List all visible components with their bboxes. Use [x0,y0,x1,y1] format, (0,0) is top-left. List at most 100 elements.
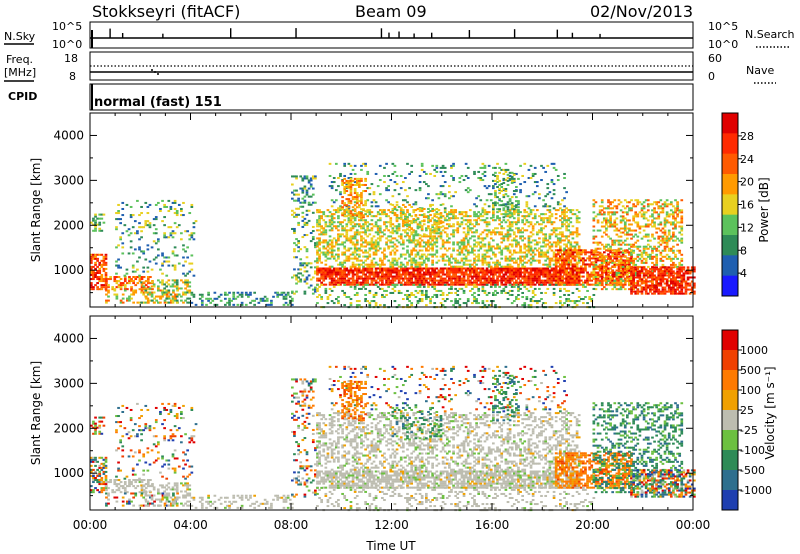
power-cell [592,249,596,252]
power-cell [443,193,447,196]
power-cell [462,243,466,246]
power-cell [609,215,612,218]
power-cell [351,206,355,209]
power-cell [454,277,458,280]
power-cell [609,211,612,214]
power-cell [412,235,416,238]
power-cell [395,220,399,223]
power-cell [274,291,277,294]
power-cell [523,273,527,276]
power-cell [552,207,556,210]
power-cell [492,216,495,219]
power-cell [173,254,177,257]
power-cell [119,284,123,287]
power-cell [425,183,428,186]
power-cell [144,297,148,300]
power-cell [571,253,575,256]
power-cell [330,277,334,280]
power-cell [590,251,594,254]
power-cell [466,253,470,256]
power-cell [334,239,338,242]
power-cell [104,257,108,260]
power-cell [330,253,334,256]
power-cell [418,210,422,213]
power-cell [129,216,133,219]
power-cell [454,269,458,272]
power-cell [559,219,562,222]
power-cell [420,269,424,272]
power-cell [462,245,466,248]
power-cell [439,170,443,173]
power-cell [575,251,579,254]
power-cell [561,199,564,202]
power-cell [556,209,560,212]
power-cell [429,172,432,175]
power-cell [492,269,495,272]
power-cell [94,284,97,287]
power-cell [389,267,393,270]
power-cell [615,251,619,254]
power-cell [483,209,487,212]
power-cell [353,237,357,240]
power-cell [345,281,349,284]
power-cell [554,243,558,246]
power-cell [309,278,313,281]
power-cell [355,223,359,226]
power-cell [596,257,600,260]
power-cell [136,260,139,263]
power-cell [427,259,430,262]
power-cell [473,267,476,270]
power-cell [458,241,462,244]
power-cell [253,299,257,302]
power-cell [364,233,367,236]
power-cell [519,237,522,240]
power-cell [445,255,449,258]
power-cell [548,281,552,284]
power-cell [487,247,491,250]
power-cell [592,225,596,228]
power-cell [462,273,466,276]
power-cell [567,209,571,212]
power-cell [590,263,594,266]
power-cell [435,220,439,223]
power-cell [364,281,367,284]
power-cell [383,263,386,266]
power-cell [144,258,148,261]
power-cell [623,223,627,226]
power-cell [588,255,592,258]
power-cell [408,253,411,256]
power-cell [412,234,416,237]
power-cell [529,245,533,248]
power-cell [626,243,629,246]
power-cell [404,265,407,268]
power-cell [113,278,117,281]
power-cell [376,263,380,266]
power-cell [96,217,99,220]
power-cell [420,279,424,282]
power-cell [607,277,610,280]
power-cell [556,174,560,177]
power-cell [552,251,556,254]
power-cell [406,239,409,242]
power-cell [462,257,466,260]
power-cell [328,281,332,284]
power-cell [190,268,194,271]
power-cell [498,179,501,182]
power-cell [383,249,386,252]
power-cell [157,301,160,304]
power-cell [347,257,351,260]
power-cell [113,276,117,279]
power-cell [337,243,340,246]
power-cell [420,273,424,276]
power-cell [171,236,175,239]
power-cell [360,202,363,205]
power-cell [563,223,566,226]
power-cell [596,243,600,246]
power-cell [418,214,422,217]
power-cell [559,237,562,240]
power-cell [508,211,512,214]
power-cell [334,162,338,165]
power-cell [502,209,506,212]
power-cell [115,282,119,285]
power-cell [358,255,361,258]
